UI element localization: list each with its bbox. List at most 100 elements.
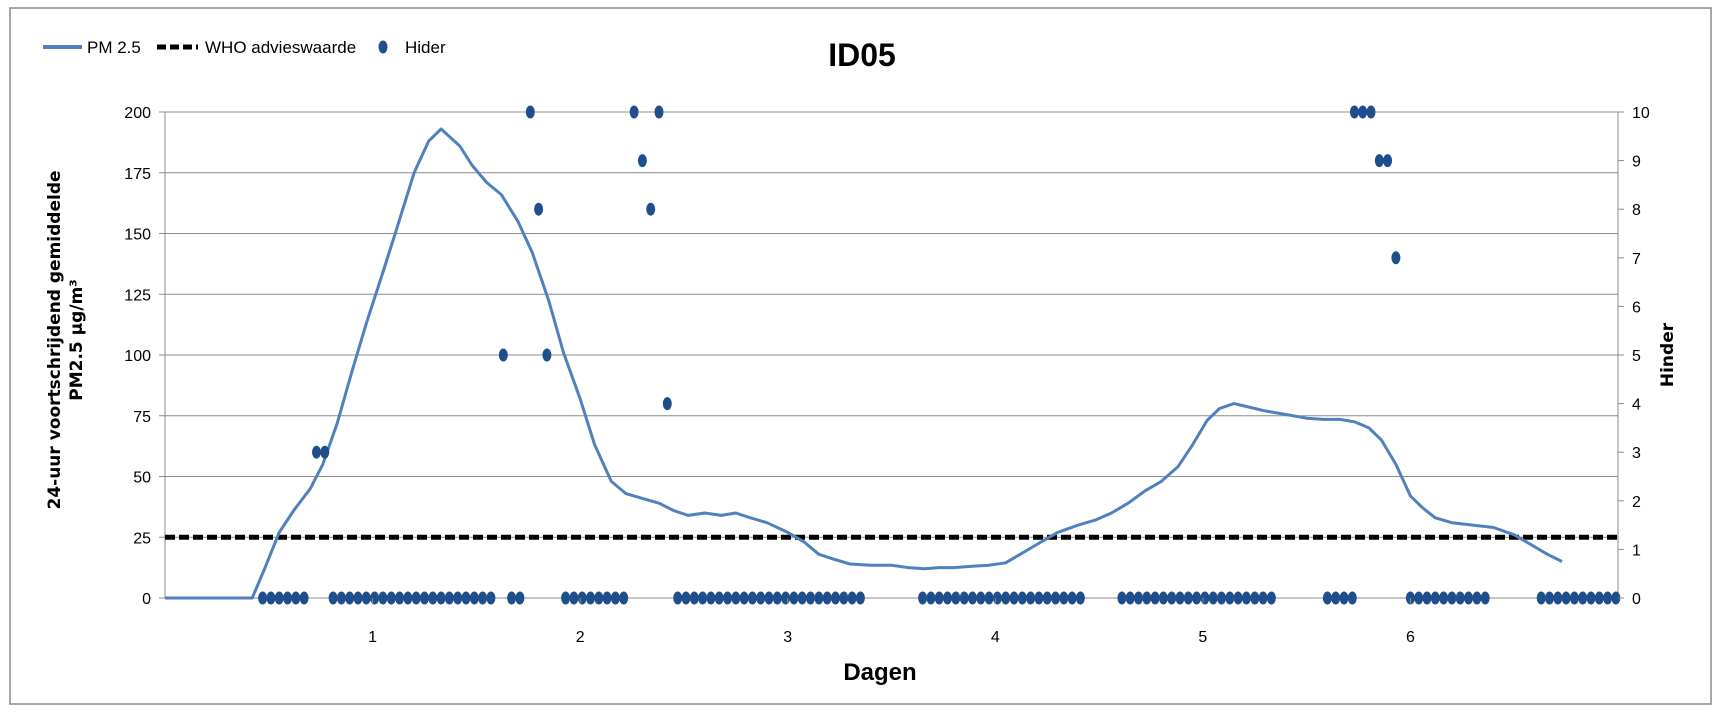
hider-point-111 <box>1241 591 1251 605</box>
right-tick-label-7: 7 <box>1632 251 1641 268</box>
left-tick-label-25: 25 <box>133 530 151 547</box>
hider-point-84 <box>984 591 994 605</box>
hider-point-120 <box>1414 591 1424 605</box>
hider-point-76 <box>918 591 928 605</box>
hider-point-30 <box>386 591 396 605</box>
pm25-line <box>165 127 1563 600</box>
hider-point-79 <box>943 591 952 605</box>
hider-point-138 <box>1611 591 1621 605</box>
hider-point-14 <box>1374 154 1384 168</box>
hider-point-63 <box>756 591 766 605</box>
hider-point-53 <box>673 591 683 605</box>
left-tick-label-100: 100 <box>124 348 151 365</box>
hider-point-49 <box>594 591 604 605</box>
legend-swatch-hider <box>378 40 388 54</box>
left-tick-label-200: 200 <box>124 105 151 122</box>
hider-point-134 <box>1578 591 1588 605</box>
hider-point-69 <box>806 591 815 605</box>
hider-point-96 <box>1117 591 1127 605</box>
hider-point-92 <box>1051 591 1060 605</box>
hider-point-37 <box>444 591 454 605</box>
hider-point-86 <box>1001 591 1011 605</box>
hider-point-91 <box>1042 591 1052 605</box>
hider-point-103 <box>1175 591 1185 605</box>
y-axis-title: 24-uur voortschrijdend gemiddelde PM2.5 µ… <box>45 170 87 509</box>
hider-point-45 <box>561 591 571 605</box>
hider-point-126 <box>1464 591 1473 605</box>
hider-point-54 <box>681 591 691 605</box>
y-axis-title-line1: 24-uur voortschrijdend gemiddelde <box>45 170 65 509</box>
hider-point-106 <box>1200 591 1210 605</box>
hider-point-32 <box>403 591 413 605</box>
hider-point-3 <box>525 105 535 119</box>
hider-point-58 <box>714 591 724 605</box>
right-tick-label-1: 1 <box>1632 542 1641 559</box>
hider-point-19 <box>274 591 284 605</box>
hider-point-118 <box>1347 591 1357 605</box>
left-axis-ticks: 0 25 50 75 100 125 150 175 200 <box>124 105 165 608</box>
hider-point-89 <box>1026 591 1036 605</box>
hider-point-100 <box>1150 591 1160 605</box>
hider-point-51 <box>610 591 620 605</box>
hider-point-66 <box>781 591 791 605</box>
hider-point-78 <box>934 591 944 605</box>
hider-point-38 <box>453 591 463 605</box>
x-tick-label-5: 5 <box>1198 629 1207 646</box>
hider-point-34 <box>420 591 429 605</box>
y2-axis-title: Hinder <box>1658 322 1678 387</box>
hider-point-104 <box>1183 591 1193 605</box>
hider-point-59 <box>723 591 732 605</box>
hider-point-2 <box>498 348 508 362</box>
x-tick-label-3: 3 <box>783 629 792 646</box>
hider-point-42 <box>486 591 496 605</box>
legend: PM 2.5 WHO advieswaarde Hider <box>43 38 446 57</box>
hider-point-74 <box>847 591 857 605</box>
hider-point-85 <box>992 591 1002 605</box>
hider-point-35 <box>428 591 438 605</box>
hider-point-95 <box>1075 591 1085 605</box>
hider-point-55 <box>689 591 699 605</box>
hider-point-102 <box>1167 591 1177 605</box>
line-series-group <box>165 127 1563 600</box>
right-tick-label-8: 8 <box>1632 202 1641 219</box>
hider-point-4 <box>534 202 544 216</box>
hider-point-93 <box>1059 591 1069 605</box>
hider-point-26 <box>353 591 363 605</box>
hider-point-123 <box>1439 591 1449 605</box>
hider-point-16 <box>1391 251 1401 265</box>
hider-point-31 <box>395 591 405 605</box>
hider-point-113 <box>1258 591 1268 605</box>
x-tick-label-2: 2 <box>576 629 585 646</box>
right-tick-label-0: 0 <box>1632 591 1641 608</box>
hider-point-67 <box>789 591 799 605</box>
hider-point-65 <box>772 591 782 605</box>
hider-point-116 <box>1331 591 1341 605</box>
hider-point-56 <box>698 591 708 605</box>
hider-point-115 <box>1322 591 1332 605</box>
hider-point-60 <box>731 591 741 605</box>
hider-point-125 <box>1455 591 1465 605</box>
left-tick-label-50: 50 <box>133 470 151 487</box>
hider-point-77 <box>926 591 936 605</box>
hider-point-129 <box>1536 591 1546 605</box>
right-tick-label-10: 10 <box>1632 105 1650 122</box>
hider-point-52 <box>619 591 629 605</box>
legend-label-pm25: PM 2.5 <box>87 38 141 57</box>
hider-point-28 <box>370 591 380 605</box>
hider-point-43 <box>507 591 517 605</box>
hider-point-68 <box>797 591 807 605</box>
x-axis-title: Dagen <box>843 659 916 686</box>
hider-point-108 <box>1217 591 1226 605</box>
hider-point-33 <box>411 591 421 605</box>
hider-point-25 <box>345 591 355 605</box>
hider-point-36 <box>436 591 446 605</box>
hider-point-41 <box>478 591 488 605</box>
chart-frame <box>9 7 1712 705</box>
y-axis-title-line2: PM2.5 µg/m³ <box>67 279 87 400</box>
hider-point-10 <box>662 397 672 411</box>
right-tick-label-6: 6 <box>1632 299 1641 316</box>
right-tick-label-5: 5 <box>1632 348 1641 365</box>
hider-point-50 <box>602 591 612 605</box>
hider-point-110 <box>1233 591 1243 605</box>
hider-point-12 <box>1358 105 1368 119</box>
